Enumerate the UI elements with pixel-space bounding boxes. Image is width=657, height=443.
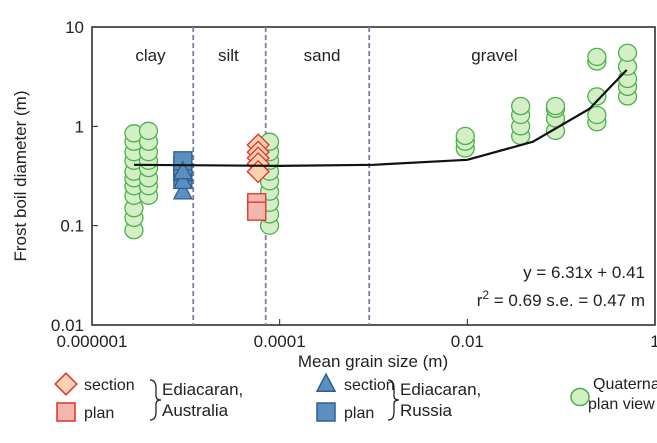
marker-circle [138, 121, 159, 141]
marker-circle [545, 96, 566, 116]
marker-diamond [246, 159, 270, 184]
legend-group: Ediacaran, Russia [400, 380, 481, 420]
legend-label: section [84, 377, 135, 394]
marker-diamond [54, 372, 78, 396]
y-tick-label: 0.1 [60, 217, 84, 236]
x-tick-label: 0.000001 [57, 332, 128, 351]
class-label: clay [135, 46, 166, 65]
stats-sup: 2 [482, 288, 489, 302]
legend-label: plan [84, 405, 114, 422]
y-tick-label: 0.01 [51, 316, 84, 335]
marker-circle [510, 96, 531, 116]
legend-brace [387, 379, 400, 421]
fit-line [133, 69, 628, 167]
marker-circle [587, 105, 607, 125]
class-label: sand [304, 46, 341, 65]
x-axis-label: Mean grain size (m) [298, 352, 448, 371]
class-label: silt [218, 46, 239, 65]
stats: r2 = 0.69 s.e. = 0.47 m [477, 288, 645, 310]
y-axis-label: Frost boil diameter (m) [11, 91, 30, 262]
marker-circle [587, 47, 607, 67]
legend-label: Quaternary,plan view [588, 376, 657, 413]
y-tick-label: 10 [65, 18, 84, 37]
marker-circle [455, 126, 475, 146]
marker-square [247, 201, 267, 221]
x-tick-label: 1 [650, 332, 657, 351]
legend-label: section [344, 377, 395, 394]
x-tick-label: 0.01 [451, 332, 484, 351]
legend-group: Ediacaran, Australia [162, 380, 243, 420]
legend-brace [149, 379, 162, 421]
x-tick-label: 0.0001 [254, 332, 306, 351]
plot-frame [91, 26, 656, 326]
marker-circle [617, 43, 638, 62]
marker-triangle [172, 169, 193, 190]
stats-r: r [477, 291, 483, 310]
class-label: gravel [471, 46, 517, 65]
marker-circle [570, 387, 590, 407]
marker-triangle [172, 160, 193, 180]
y-tick-label: 1 [75, 117, 84, 136]
marker-square [56, 402, 76, 422]
marker-triangle [172, 180, 193, 200]
marker-square [316, 402, 336, 422]
equation: y = 6.31x + 0.41 [523, 263, 645, 282]
stats-rest: = 0.69 s.e. = 0.47 m [489, 291, 645, 310]
legend-label: plan [344, 405, 374, 422]
marker-triangle [315, 372, 337, 392]
marker-circle [587, 87, 607, 106]
